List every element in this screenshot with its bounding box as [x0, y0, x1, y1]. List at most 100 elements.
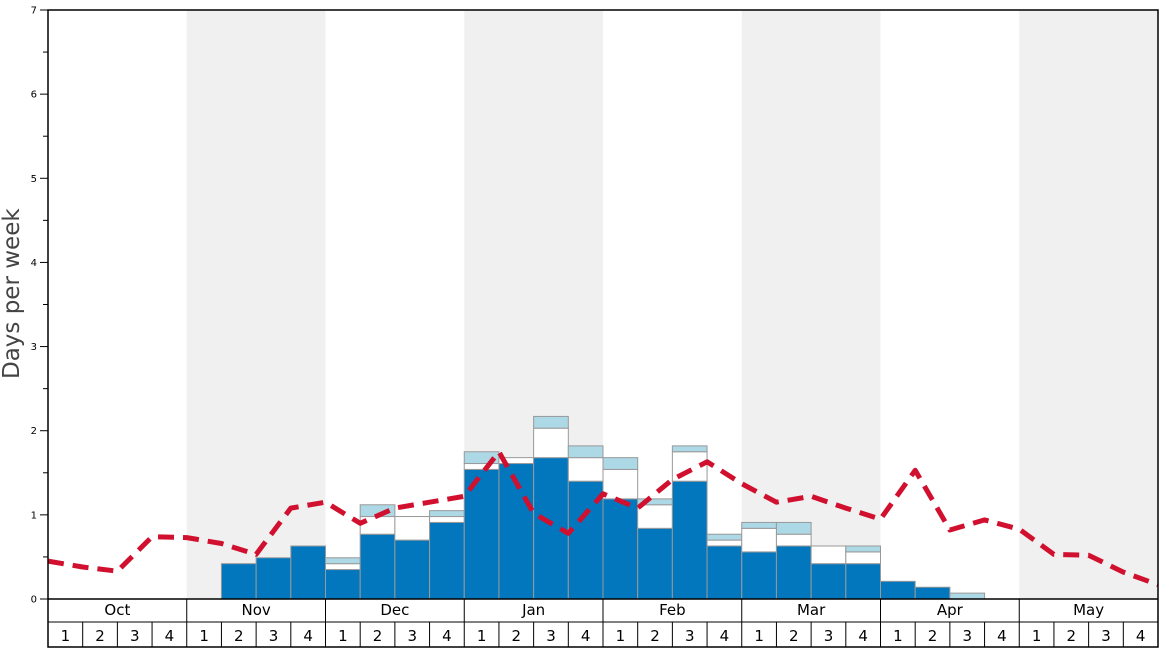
bar-segment-white	[325, 563, 361, 571]
bar-segment-base	[845, 563, 881, 600]
y-tick-label: 2	[31, 426, 37, 437]
month-band	[186, 10, 326, 599]
month-label: May	[1073, 601, 1104, 619]
week-label: 1	[1032, 627, 1042, 645]
week-label: 4	[720, 627, 730, 645]
bar-segment-white	[394, 516, 431, 541]
bar-segment-base	[325, 569, 361, 600]
month-label: Nov	[241, 601, 270, 619]
week-label: 3	[407, 627, 417, 645]
y-tick-label: 5	[31, 174, 37, 185]
bar-segment-base	[394, 539, 431, 600]
bar-segment-base	[290, 545, 326, 600]
week-label: 4	[165, 627, 175, 645]
week-label: 4	[1136, 627, 1146, 645]
bar-segment-base	[637, 527, 673, 600]
week-label: 1	[199, 627, 209, 645]
month-label: Oct	[104, 601, 130, 619]
plot-frame	[47, 9, 1159, 648]
bar-segment-white	[602, 468, 639, 500]
y-tick-label: 7	[31, 6, 37, 17]
bar-segment-base	[220, 563, 257, 600]
bar-segment-light	[325, 557, 361, 565]
bar-segment-white	[706, 539, 743, 547]
month-label: Dec	[380, 601, 409, 619]
bar-segment-base	[810, 563, 847, 600]
week-label: 2	[512, 627, 522, 645]
bar-segment-white	[810, 545, 847, 565]
week-label: 4	[303, 627, 313, 645]
week-label: 2	[650, 627, 660, 645]
week-label: 2	[928, 627, 938, 645]
bar-segment-light	[533, 415, 569, 429]
month-label: Jan	[521, 601, 545, 619]
bar-segment-white	[567, 457, 604, 482]
bar-segment-light	[706, 533, 743, 541]
week-label: 3	[546, 627, 556, 645]
bar-segment-base	[741, 551, 777, 600]
bar-segment-light	[845, 545, 881, 553]
bar-segment-light	[775, 521, 812, 535]
week-label: 1	[338, 627, 348, 645]
bar-segment-light	[602, 457, 639, 470]
week-label: 2	[234, 627, 244, 645]
y-tick-label: 4	[31, 258, 37, 269]
y-tick-label: 3	[31, 342, 37, 353]
week-label: 1	[893, 627, 903, 645]
week-label: 2	[1067, 627, 1077, 645]
week-label: 2	[789, 627, 799, 645]
y-axis: 0 1 2 3 4 5 6 7	[31, 6, 48, 606]
bar-segment-base	[429, 521, 465, 600]
month-label: Feb	[659, 601, 686, 619]
y-tick-label: 6	[31, 90, 37, 101]
bar-segment-light	[429, 510, 465, 518]
week-label: 4	[858, 627, 868, 645]
bar-segment-white	[463, 463, 500, 470]
week-label: 3	[1101, 627, 1111, 645]
bar-segment-base	[775, 545, 812, 600]
bar-segment-base	[255, 557, 292, 600]
bar-segment-white	[637, 504, 673, 529]
week-label: 3	[962, 627, 972, 645]
week-label: 3	[269, 627, 279, 645]
month-bands	[186, 10, 1158, 599]
bar-segment-light	[567, 445, 604, 459]
week-label: 2	[95, 627, 105, 645]
bar-segment-white	[845, 551, 881, 565]
week-label: 2	[373, 627, 383, 645]
week-label: 1	[754, 627, 764, 645]
y-axis-label: Days per week	[0, 208, 25, 379]
month-band	[1019, 10, 1158, 599]
bar-segment-white	[429, 516, 465, 523]
trend-line	[47, 449, 1159, 588]
week-label: 1	[616, 627, 626, 645]
bar-segment-white	[775, 533, 812, 547]
week-label: 4	[997, 627, 1007, 645]
week-label: 3	[685, 627, 695, 645]
month-label: Mar	[797, 601, 826, 619]
week-label: 1	[61, 627, 71, 645]
bar-segment-base	[602, 498, 639, 600]
bar-segment-base	[914, 586, 951, 600]
trend-line-path	[47, 449, 1159, 588]
week-label: 4	[442, 627, 452, 645]
bar-segment-light	[949, 592, 986, 600]
bar-segment-white	[533, 427, 569, 459]
week-label: 1	[477, 627, 487, 645]
x-axis: Oct 1 2 3 4 Nov 1 2 3 4 Dec 1 2 3 4 Jan 1 2 3 4 Feb 1 2 3 4 Mar 1 2…	[48, 598, 1158, 647]
bar-segment-light	[741, 521, 777, 529]
week-label: 4	[581, 627, 591, 645]
y-tick-label: 0	[31, 595, 37, 606]
bar-segment-base	[880, 580, 916, 600]
y-tick-label: 1	[31, 510, 37, 521]
month-band	[741, 10, 881, 599]
month-label: Apr	[937, 601, 964, 619]
bar-segment-white	[741, 527, 777, 553]
bar-segment-base	[359, 533, 396, 600]
week-label: 3	[130, 627, 140, 645]
bars	[220, 415, 986, 600]
bar-segment-base	[671, 480, 708, 600]
week-label: 3	[824, 627, 834, 645]
bar-segment-base	[706, 545, 743, 600]
